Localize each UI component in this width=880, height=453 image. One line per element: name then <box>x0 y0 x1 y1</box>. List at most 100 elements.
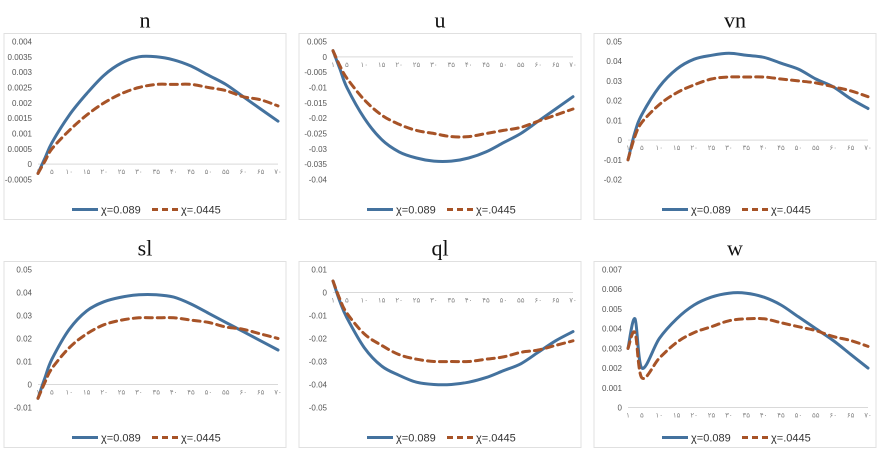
x-tick-label: ۶۰ <box>829 413 837 420</box>
x-tick-label: ۱۵ <box>83 390 91 397</box>
chart-panel-sl: sl 0.05 0.04 0.03 0.02 0.01 0 -0.01 ۱ ۵ ۱۰ ۱۵ ۲۰ ۲۵ ۳۰… <box>0 228 290 453</box>
series-line-1 <box>331 279 575 387</box>
x-tick-label: ۴۵ <box>187 390 195 397</box>
x-tick-label: ۳۰ <box>725 413 733 420</box>
x-tick-label: ۳۰ <box>430 62 438 69</box>
x-tick-label: ۶۵ <box>552 62 560 69</box>
x-tick-label: ۳۵ <box>742 145 750 152</box>
x-tick-label: ۲۰ <box>395 62 403 69</box>
x-tick-label: ۴۵ <box>187 169 195 176</box>
x-tick-label: ۴۰ <box>170 169 178 176</box>
y-tick-label: 0 <box>323 53 328 62</box>
x-tick-label: ۱۰ <box>361 298 369 305</box>
x-tick-label: ۶۰ <box>239 390 247 397</box>
x-tick-label: ۵۵ <box>222 169 230 176</box>
x-tick-label: ۲۰ <box>100 390 108 397</box>
chart-frame <box>3 33 287 220</box>
y-tick-label: 0.003 <box>12 68 33 77</box>
x-tick-label: ۲۵ <box>118 169 126 176</box>
x-tick-label: ۴۰ <box>760 413 768 420</box>
y-tick-label: 0.05 <box>16 266 32 275</box>
x-tick-label: ۳۵ <box>447 298 455 305</box>
chart-panel-w: w 0.007 0.006 0.005 0.004 0.003 0.002 0.001 0 ۱ ۵ ۱… <box>590 228 880 453</box>
x-tick-label: ۳۰ <box>135 169 143 176</box>
y-tick-label: 0.001 <box>12 130 33 139</box>
series-line-1 <box>626 291 870 370</box>
series-line-1 <box>626 51 870 162</box>
x-tick-label: ۷۰ <box>864 145 872 152</box>
y-tick-label: 0.03 <box>16 312 32 321</box>
y-tick-label: 0.0015 <box>8 114 33 123</box>
y-tick-label: 0.0005 <box>8 145 33 154</box>
x-tick-label: ۱۵ <box>673 145 681 152</box>
y-tick-label: 0.02 <box>606 97 622 106</box>
x-tick-label: ۵۰ <box>500 298 508 305</box>
legend-label-1: χ=0.089 <box>396 433 436 445</box>
x-tick-label: ۵۰ <box>205 390 213 397</box>
y-tick-label: -0.05 <box>309 404 328 413</box>
legend-label-1: χ=0.089 <box>396 205 436 217</box>
y-tick-label: 0.02 <box>16 335 32 344</box>
x-tick-label: ۵۵ <box>812 413 820 420</box>
chart-frame <box>593 33 877 220</box>
legend-label-2: χ=.0445 <box>771 433 811 445</box>
x-tick-label: ۶۰ <box>239 169 247 176</box>
x-tick-label: ۴۰ <box>465 298 473 305</box>
legend-label-1: χ=0.089 <box>691 205 731 217</box>
legend-label-1: χ=0.089 <box>101 433 141 445</box>
series-line-1 <box>36 54 280 175</box>
y-tick-label: -0.03 <box>309 145 328 154</box>
y-tick-label: 0.004 <box>602 325 623 334</box>
x-tick-label: ۴۵ <box>482 62 490 69</box>
x-tick-label: ۳۰ <box>135 390 143 397</box>
y-tick-label: 0.04 <box>16 289 32 298</box>
x-tick-label: ۱۵ <box>378 298 386 305</box>
y-tick-label: 0.0035 <box>8 53 33 62</box>
x-tick-label: ۷۰ <box>569 62 577 69</box>
y-tick-label: -0.03 <box>309 358 328 367</box>
x-tick-label: ۳۵ <box>447 62 455 69</box>
x-tick-label: ۲۵ <box>708 413 716 420</box>
x-tick-label: ۱ <box>626 413 630 420</box>
y-tick-label: 0.005 <box>307 38 328 47</box>
y-tick-label: -0.01 <box>309 312 328 321</box>
y-tick-label: 0 <box>28 381 33 390</box>
y-tick-label: 0.004 <box>12 38 33 47</box>
x-tick-label: ۵ <box>50 390 54 397</box>
x-tick-label: ۱۰ <box>66 169 74 176</box>
chart-frame <box>3 261 287 448</box>
y-tick-label: 0.006 <box>602 285 623 294</box>
y-tick-label: 0.04 <box>606 57 622 66</box>
x-tick-label: ۴۵ <box>777 413 785 420</box>
series-line-2 <box>36 316 280 400</box>
x-tick-label: ۱ <box>36 390 40 397</box>
x-tick-label: ۳۵ <box>152 169 160 176</box>
y-tick-label: 0.01 <box>16 358 32 367</box>
x-tick-label: ۲۵ <box>118 390 126 397</box>
chart-svg: vn0.050.040.030.020.010-0.01-0.02۱ ۵ ۱۰ ۱۵ ۲… <box>593 8 877 220</box>
y-tick-label: 0.002 <box>602 364 623 373</box>
x-tick-label: ۷۰ <box>864 413 872 420</box>
x-tick-label: ۵۰ <box>500 62 508 69</box>
x-tick-label: ۶۵ <box>552 298 560 305</box>
x-tick-label: ۵۵ <box>812 145 820 152</box>
y-tick-label: -0.005 <box>304 68 327 77</box>
y-tick-label: 0 <box>323 289 328 298</box>
series-line-1 <box>331 49 575 163</box>
x-tick-label: ۱ <box>331 298 335 305</box>
x-tick-label: ۵ <box>640 145 644 152</box>
chart-svg: u 0.005 0 -0.005 -0.01 -0.015 -0.02 -0.025 -0.03… <box>298 8 582 220</box>
x-tick-label: ۱۰ <box>66 390 74 397</box>
y-tick-label: 0.001 <box>602 384 623 393</box>
x-tick-label: ۵ <box>640 413 644 420</box>
x-tick-label: ۵۰ <box>795 413 803 420</box>
y-tick-label: 0.005 <box>602 305 623 314</box>
chart-title: sl <box>138 236 153 261</box>
series-line-2 <box>331 279 575 364</box>
x-tick-label: ۴۰ <box>465 62 473 69</box>
x-tick-label: ۲۰ <box>690 413 698 420</box>
legend-label-2: χ=.0445 <box>476 205 516 217</box>
x-tick-label: ۵ <box>50 169 54 176</box>
x-tick-label: ۷۰ <box>274 390 282 397</box>
x-tick-label: ۵ <box>345 298 349 305</box>
